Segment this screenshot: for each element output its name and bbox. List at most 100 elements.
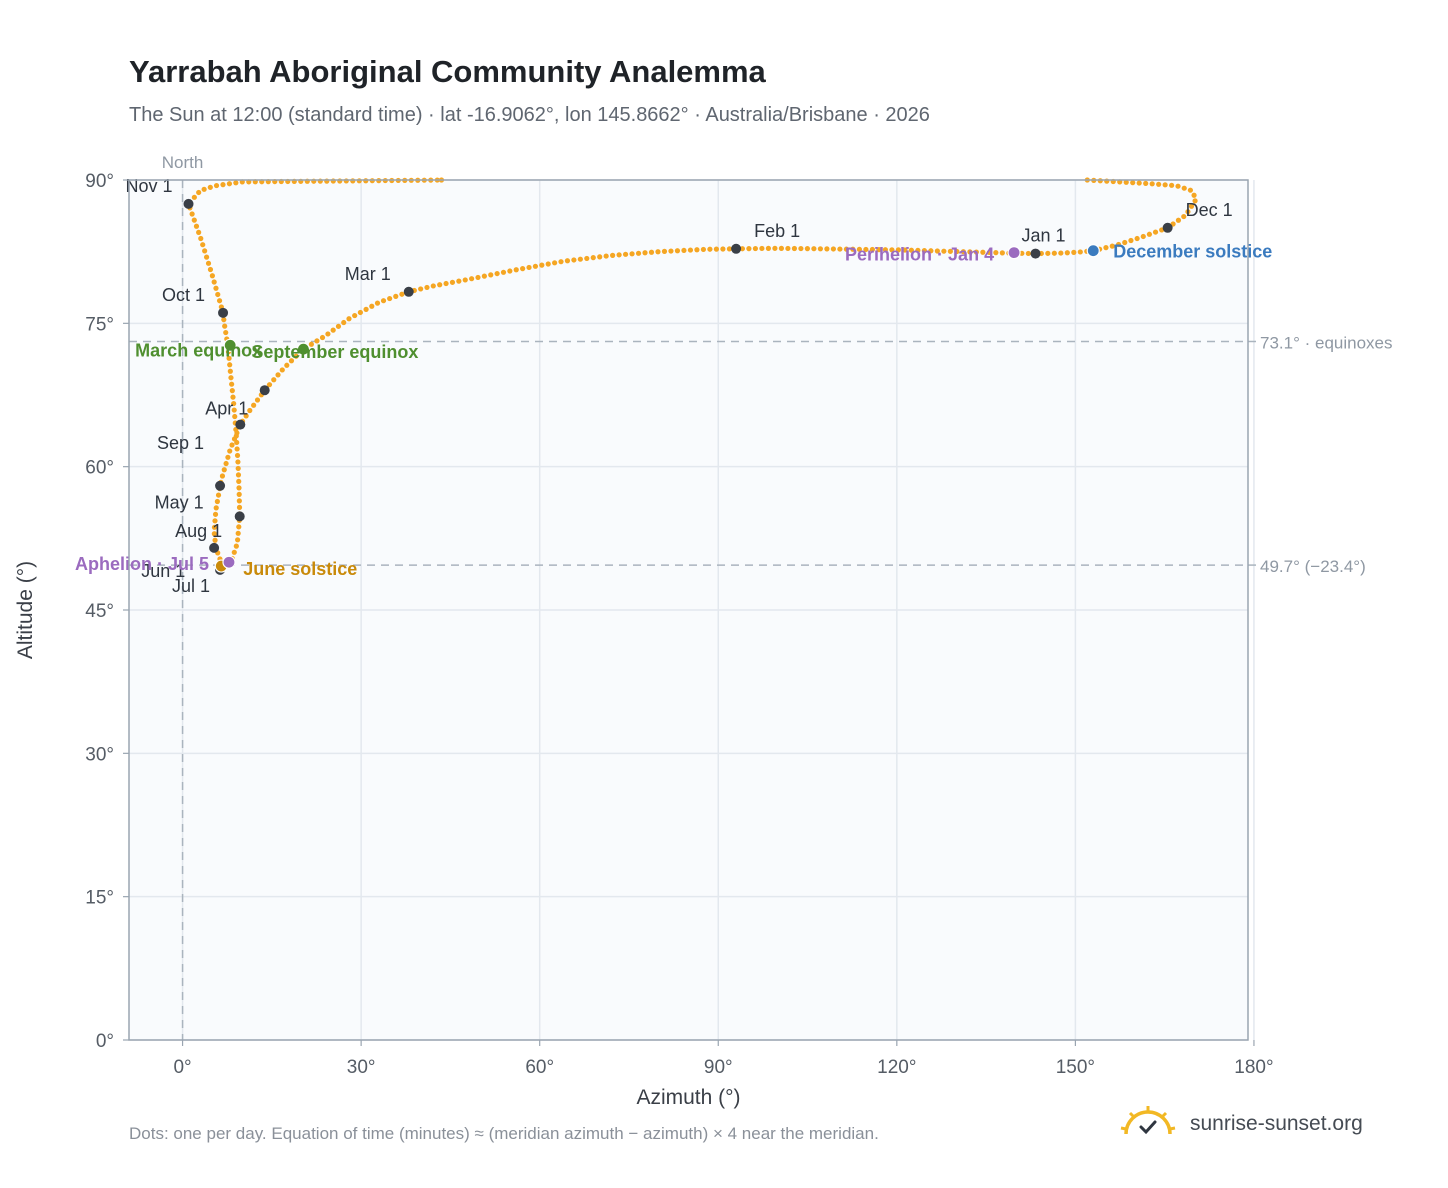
daily-dot (1146, 231, 1153, 237)
daily-dot (215, 291, 221, 298)
month-label: Jan 1 (1022, 226, 1066, 246)
daily-dot (895, 247, 901, 253)
daily-dot (202, 248, 208, 254)
daily-dot (1109, 243, 1115, 249)
month-marker (259, 385, 270, 396)
daily-dot (577, 256, 583, 262)
daily-dot (772, 245, 778, 251)
brand-name: sunrise-sunset.org (1190, 1112, 1363, 1135)
daily-dot (520, 266, 526, 272)
daily-dot (1181, 213, 1187, 220)
daily-dot (247, 407, 253, 414)
daily-dot (494, 270, 500, 277)
daily-dot (236, 524, 242, 530)
daily-dot (275, 372, 281, 378)
x-tick-label: 180° (1234, 1057, 1273, 1078)
daily-dot (558, 259, 564, 265)
daily-dot (337, 178, 343, 184)
daily-dot (1130, 180, 1136, 186)
daily-dot (616, 252, 622, 258)
daily-dot (213, 505, 219, 511)
daily-dot (850, 246, 856, 252)
daily-dot (227, 368, 233, 374)
daily-dot (221, 467, 227, 473)
daily-dot (380, 298, 387, 304)
daily-dot (1175, 217, 1182, 223)
month-marker (235, 419, 246, 430)
event-marker (1007, 246, 1021, 260)
daily-dot (902, 247, 908, 253)
daily-dot (330, 178, 336, 184)
daily-dot (399, 291, 405, 297)
daily-dot (236, 504, 243, 510)
month-marker (209, 542, 220, 553)
daily-dot (330, 327, 336, 333)
daily-dot (765, 245, 772, 251)
axis-ticks: 0° 30° 60° 90° 120° 150° 180° 0° 15° 30° 45° 60° 75°… (85, 171, 1273, 1078)
daily-dot (1149, 181, 1155, 187)
daily-dot (191, 217, 197, 223)
daily-dot (610, 252, 616, 258)
daily-dot (196, 229, 202, 235)
daily-dot (507, 268, 513, 274)
daily-dot (973, 249, 979, 255)
daily-dot (726, 246, 733, 252)
daily-dot (191, 194, 197, 200)
daily-dot (235, 472, 242, 478)
daily-dot (227, 448, 233, 454)
daily-dot (363, 306, 369, 312)
daily-dot (500, 269, 507, 275)
daily-dot (346, 316, 352, 322)
daily-dot (837, 246, 843, 252)
event-label: Aphelion · Jul 5 (75, 554, 209, 574)
y-tick-label: 45° (85, 601, 114, 622)
daily-dot (552, 260, 558, 266)
daily-dot (235, 530, 241, 536)
daily-dot (1143, 180, 1149, 187)
x-tick-label: 90° (704, 1057, 733, 1078)
reference-line-label: 73.1° · equinoxes (1260, 333, 1393, 352)
daily-dot (212, 537, 218, 543)
daily-dot (1136, 180, 1142, 186)
daily-dot (203, 254, 210, 260)
daily-dot (343, 178, 349, 184)
daily-dot (284, 362, 290, 368)
daily-dot (960, 249, 966, 255)
daily-dot (1192, 198, 1198, 204)
daily-dot (227, 362, 233, 368)
daily-dot (1128, 237, 1134, 244)
daily-dot (856, 246, 862, 252)
y-tick-label: 15° (85, 888, 114, 909)
daily-dot (1025, 250, 1031, 257)
daily-dot (325, 331, 331, 337)
daily-dot (1071, 249, 1077, 255)
daily-dot (443, 280, 449, 287)
daily-dot (713, 246, 720, 252)
month-marker (731, 243, 742, 254)
daily-dot (863, 246, 869, 253)
daily-dot (1077, 249, 1083, 255)
daily-dot (1045, 250, 1051, 256)
event-label: Perihelion · Jan 4 (845, 245, 994, 265)
daily-dot (1188, 203, 1195, 209)
daily-dot (211, 531, 217, 537)
daily-dot (941, 248, 947, 254)
daily-dot (198, 235, 204, 242)
daily-dot (357, 309, 363, 316)
daily-dot (196, 189, 202, 196)
daily-dot (231, 549, 237, 555)
daily-dot (449, 279, 456, 285)
daily-dot (226, 181, 233, 187)
daily-dot (1122, 239, 1128, 246)
footnote: Dots: one per day. Equation of time (min… (129, 1124, 879, 1143)
month-marker (1030, 248, 1041, 259)
daily-dot (193, 223, 200, 229)
month-label: Oct 1 (162, 285, 205, 305)
daily-dot (759, 245, 765, 252)
daily-dot (921, 247, 927, 254)
month-marker (234, 511, 245, 522)
daily-dot (1187, 187, 1194, 193)
daily-dot (908, 247, 914, 253)
daily-dot (288, 358, 295, 364)
daily-dot (720, 246, 726, 252)
